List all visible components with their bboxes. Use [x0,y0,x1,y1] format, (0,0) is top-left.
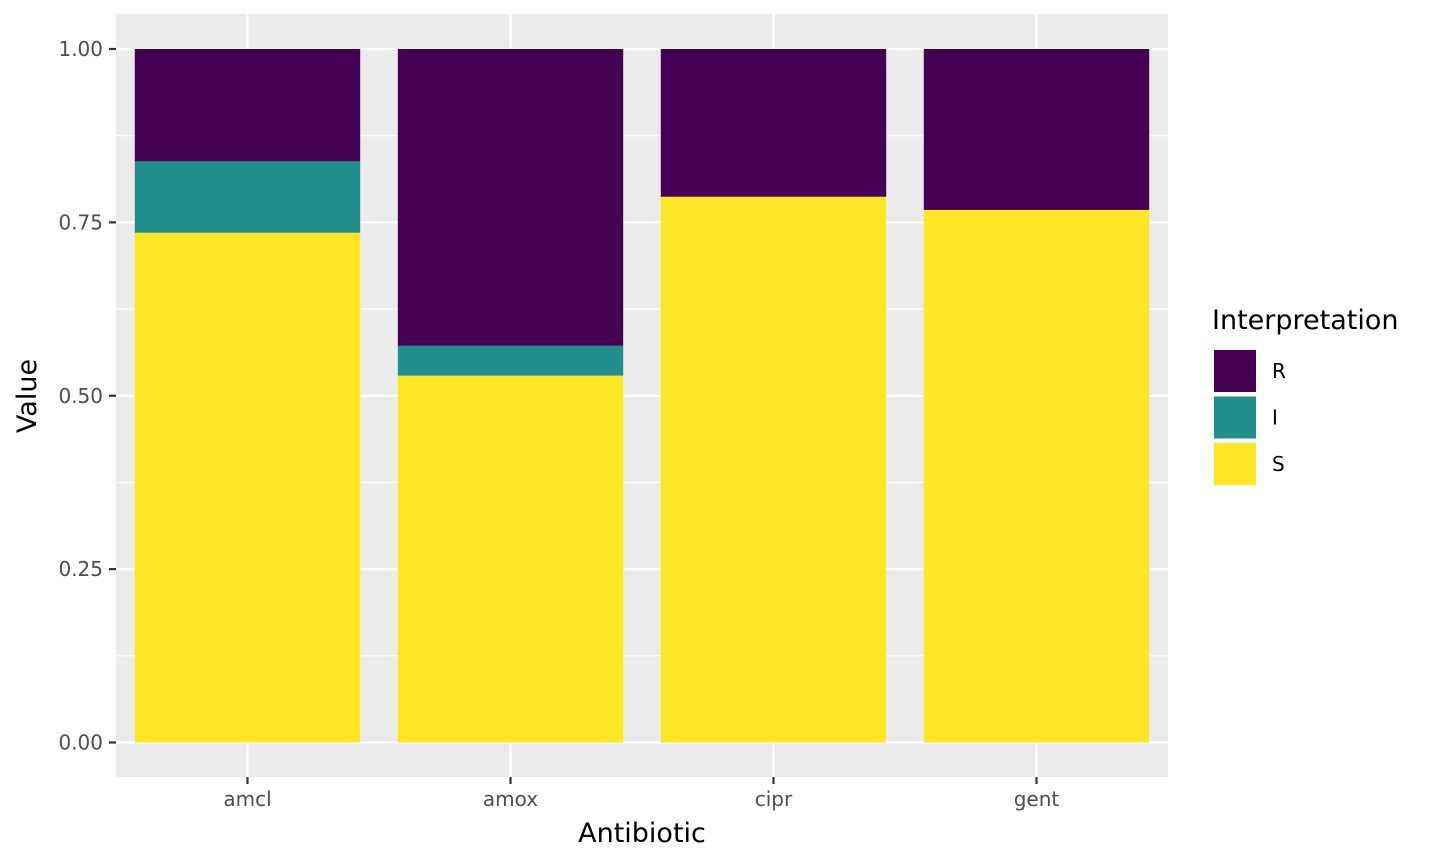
legend-label-S: S [1272,452,1285,476]
bar-segment-gent-S [923,209,1150,743]
x-tick-label: cipr [755,787,793,811]
bar-segment-amcl-R [134,49,361,162]
y-tick-label: 0.75 [58,210,103,234]
legend-key-R [1214,350,1256,392]
x-axis: amcl amox cipr gent [223,777,1059,811]
bar-segment-amox-R [397,49,624,346]
bar-segment-gent-R [923,49,1150,210]
legend-items: RIS [1214,350,1286,485]
x-tick-label: amox [483,787,538,811]
legend-title: Interpretation [1212,305,1398,336]
x-tick-label: amcl [223,787,271,811]
y-tick-label: 1.00 [58,37,103,61]
x-axis-title: Antibiotic [578,818,706,849]
legend-key-S [1214,443,1256,485]
bar-segment-amcl-S [134,232,361,743]
legend-label-R: R [1272,359,1286,383]
bar-segment-cipr-R [660,49,887,197]
bar-segment-amcl-I [134,161,361,233]
y-axis-title: Value [12,359,43,433]
x-tick-label: gent [1014,787,1060,811]
legend-label-I: I [1272,406,1278,430]
y-tick-label: 0.50 [58,384,103,408]
y-tick-label: 0.25 [58,557,103,581]
bar-segment-amox-S [397,375,624,743]
bar-segment-cipr-S [660,196,887,743]
y-tick-label: 0.00 [58,731,103,755]
y-axis: 0.00 0.25 0.50 0.75 1.00 [58,37,116,755]
bar-segment-amox-I [397,345,624,376]
legend: Interpretation RIS [1212,305,1398,485]
bars-group [134,49,1150,743]
legend-key-I [1214,396,1256,439]
